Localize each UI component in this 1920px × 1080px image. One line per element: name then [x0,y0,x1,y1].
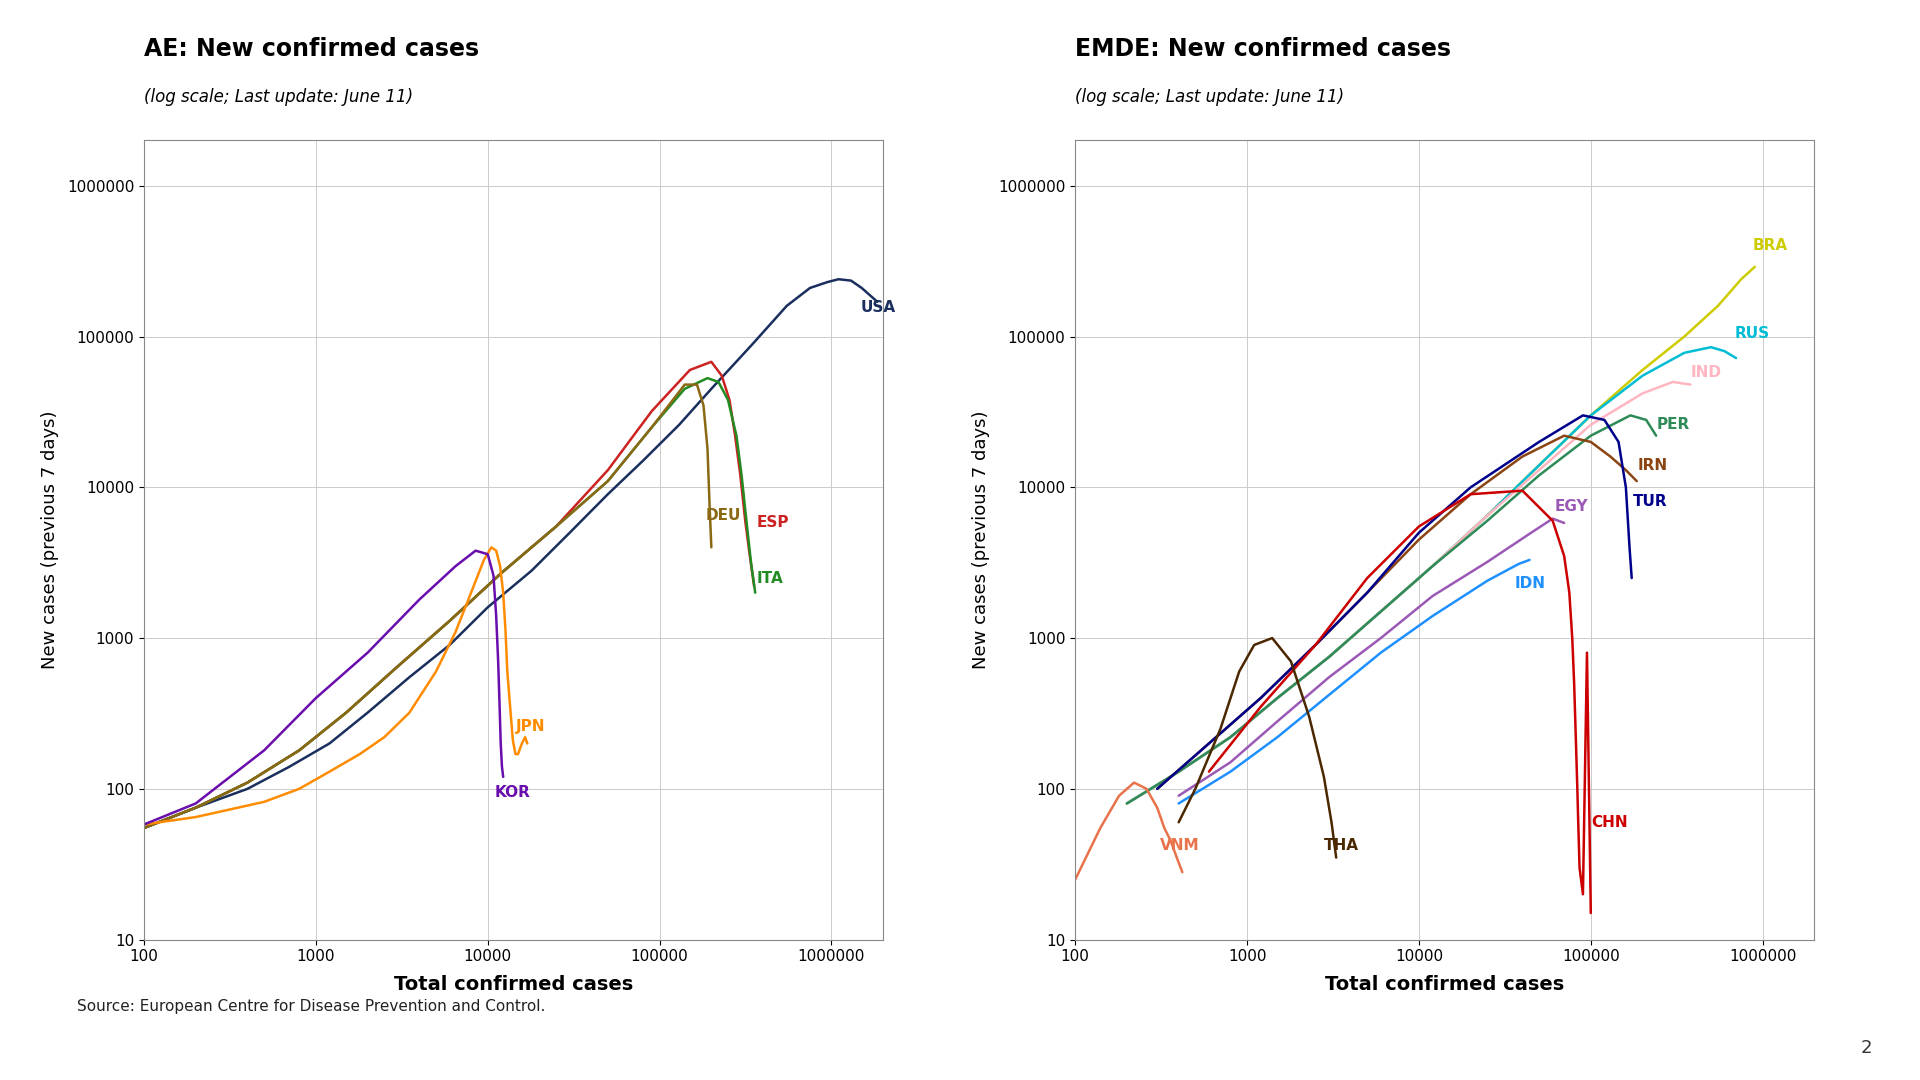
Text: CHN: CHN [1592,814,1628,829]
Text: TUR: TUR [1632,495,1667,510]
X-axis label: Total confirmed cases: Total confirmed cases [1325,975,1565,995]
Text: KOR: KOR [495,785,530,799]
Y-axis label: New cases (previous 7 days): New cases (previous 7 days) [972,410,991,670]
Text: IRN: IRN [1638,458,1668,473]
Text: BRA: BRA [1753,239,1788,254]
Text: USA: USA [860,300,897,315]
Text: VNM: VNM [1160,838,1200,853]
Text: EGY: EGY [1555,499,1588,514]
Text: AE: New confirmed cases: AE: New confirmed cases [144,37,480,60]
Y-axis label: New cases (previous 7 days): New cases (previous 7 days) [40,410,60,670]
Text: 2: 2 [1860,1039,1872,1056]
Text: (log scale; Last update: June 11): (log scale; Last update: June 11) [1075,89,1344,107]
Text: THA: THA [1325,838,1359,853]
Text: IDN: IDN [1515,576,1546,591]
Text: ESP: ESP [756,515,789,530]
Text: Source: European Centre for Disease Prevention and Control.: Source: European Centre for Disease Prev… [77,999,545,1014]
Text: JPN: JPN [515,719,545,733]
Text: IND: IND [1690,365,1722,380]
Text: EMDE: New confirmed cases: EMDE: New confirmed cases [1075,37,1452,60]
Text: (log scale; Last update: June 11): (log scale; Last update: June 11) [144,89,413,107]
Text: PER: PER [1657,417,1690,432]
Text: The pandemic path: New confirmed cases: The pandemic path: New confirmed cases [470,33,1450,75]
X-axis label: Total confirmed cases: Total confirmed cases [394,975,634,995]
Text: RUS: RUS [1736,326,1770,341]
Text: ITA: ITA [756,570,783,585]
Text: DEU: DEU [705,508,741,523]
